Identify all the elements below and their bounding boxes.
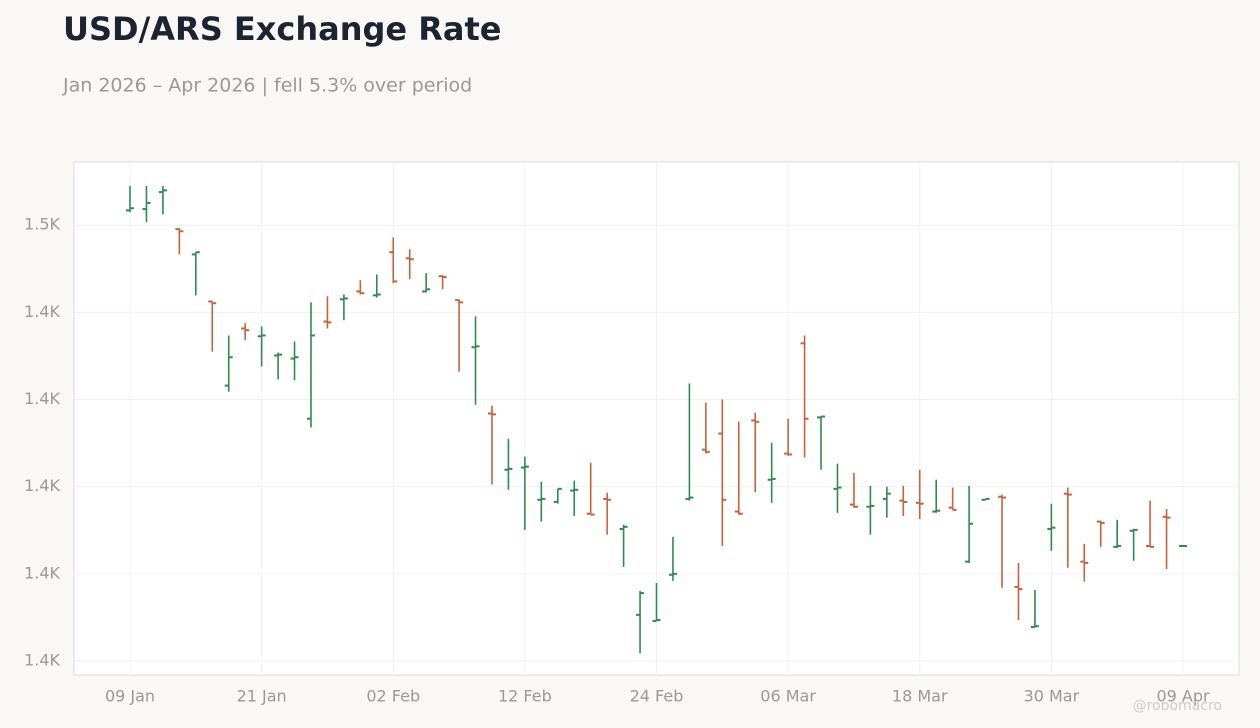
y-tick-label: 1.5K <box>24 215 60 234</box>
y-tick-label: 1.4K <box>24 563 60 582</box>
y-tick-label: 1.4K <box>24 389 60 408</box>
x-tick-label: 02 Feb <box>366 687 420 706</box>
x-tick-label: 24 Feb <box>630 687 684 706</box>
y-tick-label: 1.4K <box>24 651 60 670</box>
x-tick-label: 06 Mar <box>760 687 816 706</box>
x-tick-label: 18 Mar <box>892 687 948 706</box>
x-tick-label: 09 Jan <box>105 687 155 706</box>
chart-subtitle: Jan 2026 – Apr 2026 | fell 5.3% over per… <box>62 75 472 97</box>
watermark: @robomacro <box>1133 698 1222 714</box>
chart-title: USD/ARS Exchange Rate <box>63 10 501 48</box>
x-tick-label: 30 Mar <box>1024 687 1080 706</box>
y-tick-label: 1.4K <box>24 302 60 321</box>
x-tick-label: 12 Feb <box>498 687 552 706</box>
x-tick-label: 21 Jan <box>237 687 287 706</box>
y-tick-label: 1.4K <box>24 476 60 495</box>
x-tick-label: 09 Apr <box>1156 687 1210 706</box>
